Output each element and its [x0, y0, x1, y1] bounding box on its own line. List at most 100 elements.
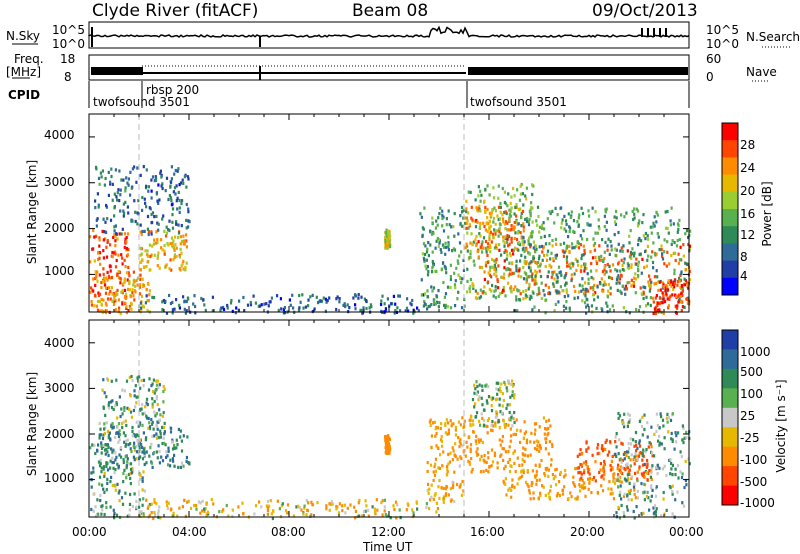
velocity-cell: [626, 462, 629, 466]
velocity-cell: [442, 495, 445, 499]
power-cell: [164, 189, 167, 193]
power-cell: [179, 242, 182, 246]
velocity-cell: [143, 453, 146, 457]
power-cell: [578, 213, 581, 217]
velocity-cell: [683, 485, 686, 490]
power-cell: [122, 209, 125, 213]
power-cell: [465, 221, 468, 225]
velocity-cell: [116, 430, 119, 435]
power-cell: [469, 255, 472, 259]
velocity-cell: [563, 475, 566, 479]
power-cell: [532, 246, 535, 250]
power-cell: [516, 309, 519, 313]
power-cell: [178, 210, 181, 214]
velocity-cell: [113, 511, 116, 516]
power-cell: [311, 293, 314, 297]
velocity-cell: [116, 462, 119, 466]
power-cell: [584, 287, 587, 291]
power-cell: [687, 242, 690, 247]
power-cell: [685, 297, 688, 301]
power-cell: [581, 284, 584, 288]
power-cell: [488, 237, 491, 241]
power-cell: [131, 167, 134, 171]
velocity-cbar-swatch: [722, 368, 738, 389]
power-cell: [560, 273, 563, 277]
velocity-cell: [459, 423, 462, 427]
velocity-cell: [668, 485, 671, 489]
velocity-cell: [434, 457, 438, 461]
power-cell: [517, 248, 520, 252]
power-cell: [622, 306, 625, 310]
power-cell: [283, 311, 286, 315]
power-cell: [490, 214, 493, 218]
power-cell: [515, 295, 518, 299]
velocity-cell: [159, 413, 162, 417]
velocity-cell: [685, 430, 688, 434]
power-cell: [646, 237, 650, 241]
power-cell: [304, 305, 307, 309]
power-cell: [143, 265, 146, 269]
velocity-cell: [633, 444, 636, 448]
power-cell: [170, 165, 173, 169]
velocity-cell: [137, 450, 140, 454]
velocity-cell: [470, 470, 473, 474]
power-cell: [107, 274, 111, 278]
velocity-cell: [328, 502, 331, 506]
power-cell: [574, 289, 577, 293]
velocity-cell: [654, 494, 658, 498]
power-cell: [153, 296, 156, 300]
velocity-cell: [468, 418, 471, 422]
velocity-cell: [470, 457, 473, 461]
velocity-cell: [173, 464, 176, 468]
power-cell: [593, 283, 596, 287]
power-cell: [583, 301, 587, 305]
power-cell: [211, 295, 214, 299]
velocity-cell: [134, 405, 137, 409]
power-cell: [148, 206, 151, 210]
velocity-cell: [126, 514, 129, 518]
velocity-cell: [159, 429, 162, 433]
power-cell: [556, 213, 559, 217]
power-cell: [301, 293, 304, 297]
power-cbar-swatch: [722, 174, 738, 193]
velocity-cell: [92, 509, 95, 513]
velocity-cell: [182, 434, 185, 438]
velocity-cell: [544, 493, 547, 497]
power-cell: [682, 254, 685, 258]
freq-band: [91, 67, 143, 75]
power-cell: [238, 299, 241, 303]
power-cell: [518, 269, 521, 273]
velocity-cell: [499, 386, 502, 390]
power-cell: [146, 227, 149, 231]
velocity-cell: [99, 458, 102, 462]
velocity-cell: [135, 445, 138, 449]
velocity-cell: [137, 379, 140, 383]
velocity-cell: [504, 382, 507, 386]
power-cell: [167, 228, 170, 232]
velocity-cell: [411, 508, 414, 512]
power-cell: [503, 241, 506, 245]
power-cell: [621, 249, 624, 253]
velocity-cell: [434, 427, 437, 431]
power-cell: [641, 257, 644, 261]
velocity-cell: [627, 478, 630, 482]
power-cell: [328, 296, 331, 300]
velocity-cell: [161, 442, 164, 446]
velocity-cell: [195, 507, 198, 511]
velocity-cell: [629, 437, 632, 441]
power-cell: [106, 217, 109, 221]
power-cell: [527, 242, 530, 246]
velocity-cell: [501, 404, 504, 408]
velocity-cell: [162, 400, 165, 404]
velocity-cell: [669, 418, 673, 422]
velocity-cell: [473, 383, 476, 387]
velocity-blob-4: [384, 434, 392, 455]
power-cell: [501, 213, 504, 217]
power-cell: [564, 273, 567, 277]
power-cell: [519, 207, 522, 211]
nsky-rtick-bottom: 10^0: [706, 37, 739, 51]
power-cell: [453, 234, 456, 238]
power-cell: [432, 231, 435, 235]
velocity-cell: [506, 389, 509, 393]
velocity-cell: [440, 439, 444, 443]
